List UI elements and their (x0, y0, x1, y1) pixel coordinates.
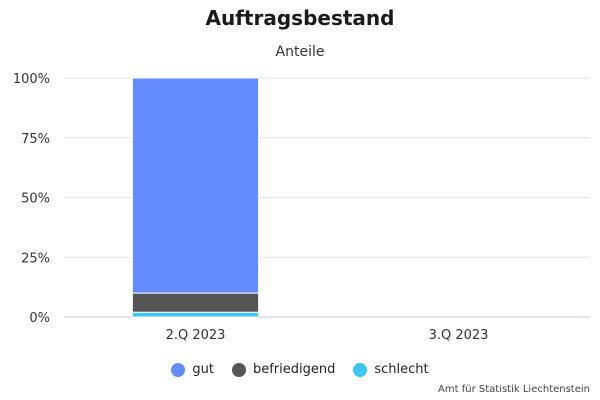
legend-item[interactable]: gut (171, 362, 214, 377)
y-tick-label: 75% (21, 132, 50, 147)
legend-label: gut (192, 362, 214, 377)
legend-swatch (171, 362, 186, 377)
source-credit: Amt für Statistik Liechtenstein (438, 384, 590, 395)
bar-segment-gut (131, 77, 260, 294)
legend-item[interactable]: schlecht (353, 362, 429, 377)
legend-label: schlecht (374, 362, 429, 377)
bar-segment-schlecht (131, 311, 260, 318)
chart-title: Auftragsbestand (205, 6, 395, 30)
legend-swatch (231, 362, 246, 377)
y-tick-label: 100% (13, 72, 50, 87)
legend-item[interactable]: befriedigend (231, 362, 336, 377)
y-tick-label: 0% (29, 311, 50, 326)
legend-swatch (353, 362, 368, 377)
x-tick-label: 3.Q 2023 (429, 328, 489, 343)
legend-label: befriedigend (252, 362, 336, 377)
chart-subtitle: Anteile (275, 44, 325, 60)
bar-segment-befriedigend (131, 292, 260, 313)
y-tick-label: 25% (21, 251, 50, 266)
chart-legend: gut befriedigend schlecht (0, 362, 600, 377)
y-tick-label: 50% (21, 192, 50, 207)
x-tick-label: 2.Q 2023 (166, 328, 226, 343)
